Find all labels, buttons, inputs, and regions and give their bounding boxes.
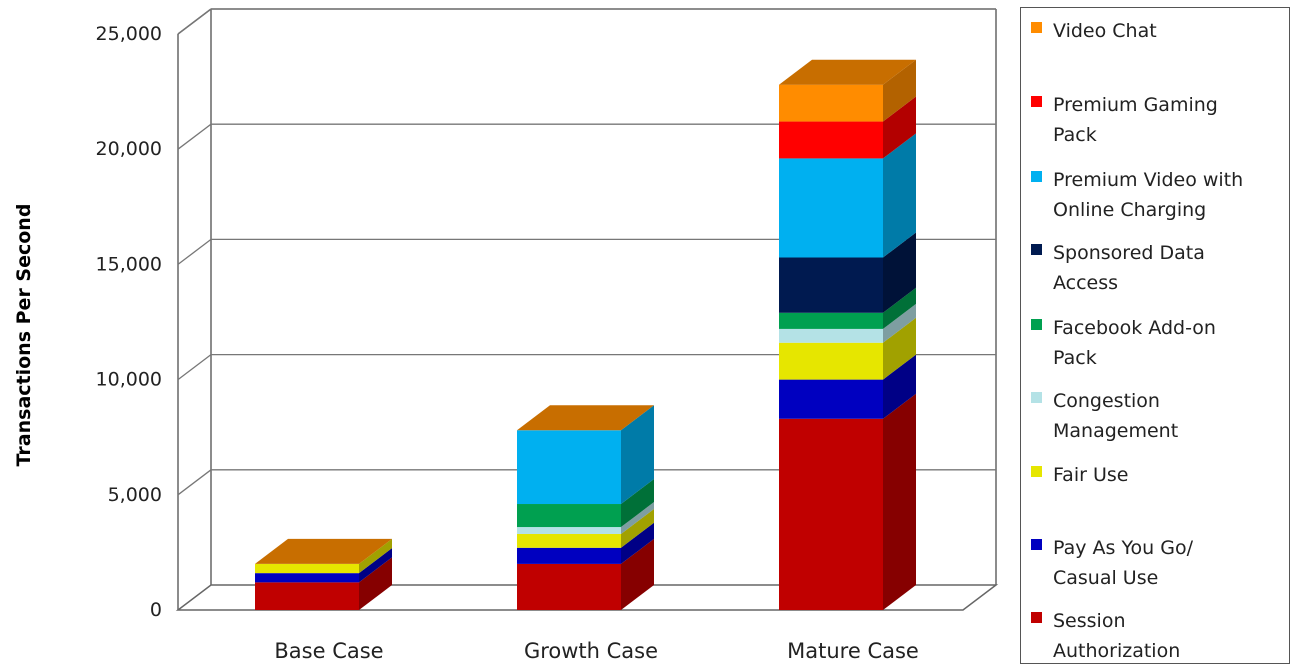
legend-swatch (1031, 319, 1042, 330)
legend-label: Session Authorization (1053, 610, 1181, 662)
bar-segment-side (621, 405, 654, 505)
legend-swatch (1031, 392, 1042, 403)
bar-segment-side (883, 96, 916, 159)
bar-segment-side (883, 393, 916, 610)
bar-segment-side (883, 303, 916, 343)
legend-swatch (1031, 244, 1042, 255)
bar-segment-side (883, 59, 916, 122)
bar-segment-side (883, 287, 916, 329)
legend-label: Video Chat (1053, 20, 1157, 42)
bar-stack (517, 405, 654, 610)
bar-segment-side (883, 232, 916, 313)
bar-segment-side (359, 557, 392, 610)
bar-segment (255, 573, 359, 583)
y-tick-label: 5,000 (108, 484, 162, 506)
bar-segment-side (621, 479, 654, 528)
category-label: Mature Case (787, 639, 919, 663)
legend-label: Sponsored Data Access (1053, 242, 1205, 294)
bar-segment (779, 342, 883, 380)
legend-label: Congestion Management (1053, 390, 1179, 442)
bar-segment-side (621, 502, 654, 534)
bar-segment-side (883, 354, 916, 419)
gridline-side (177, 354, 212, 381)
bar-segment (255, 563, 359, 574)
gridline-side (177, 123, 212, 150)
gridline-side (177, 238, 212, 265)
gridline-side (177, 8, 212, 35)
gridline-side (177, 469, 212, 496)
legend-swatch (1031, 539, 1042, 550)
bar-stack (779, 59, 916, 610)
bar-segment (779, 379, 883, 419)
legend-swatch (1031, 22, 1042, 33)
bar-segment (779, 121, 883, 159)
bar-segment (779, 84, 883, 122)
bar-stack (255, 538, 392, 610)
bar-segment (779, 158, 883, 258)
legend-label: Pay As You Go/ Casual Use (1053, 537, 1194, 589)
bars (255, 59, 916, 610)
y-axis-label: Transactions Per Second (13, 204, 35, 467)
bar-segment-side (359, 548, 392, 583)
bar-top-face (517, 405, 654, 431)
y-tick-labels: 0 5,000 10,000 15,000 20,000 25,000 (96, 23, 162, 621)
bar-top-face (779, 59, 916, 85)
legend-swatch (1031, 466, 1042, 477)
bar-segment (779, 257, 883, 313)
legend-swatch (1031, 171, 1042, 182)
legend-swatch (1031, 96, 1042, 107)
bar-segment (255, 582, 359, 610)
bar-top-face (255, 538, 392, 564)
legend-swatch (1031, 612, 1042, 623)
y-tick-label: 15,000 (96, 253, 162, 275)
y-tick-label: 25,000 (96, 23, 162, 45)
bar-segment-side (621, 508, 654, 548)
category-label: Growth Case (524, 639, 658, 663)
category-label: Base Case (274, 639, 383, 663)
bar-segment (517, 504, 621, 528)
bar-segment (779, 328, 883, 343)
bar-segment (517, 430, 621, 505)
bar-segment-side (621, 522, 654, 564)
bar-segment-side (883, 133, 916, 258)
bar-segment (517, 563, 621, 610)
legend-label: Premium Video with Online Charging (1053, 169, 1244, 221)
legend-label: Premium Gaming Pack (1053, 94, 1218, 146)
floor (175, 584, 999, 611)
bar-segment-side (621, 538, 654, 610)
bar-segment (779, 312, 883, 329)
bar-segment (517, 527, 621, 534)
legend: Video Chat Premium Gaming Pack Premium Vid… (1020, 7, 1290, 664)
bar-segment (779, 418, 883, 610)
legend-label: Fair Use (1053, 464, 1129, 486)
y-tick-label: 10,000 (96, 369, 162, 391)
bar-segment (517, 547, 621, 564)
category-labels: Base Case Growth Case Mature Case (274, 639, 918, 663)
y-tick-label: 20,000 (96, 138, 162, 160)
bar-segment-side (359, 538, 392, 574)
legend-label: Facebook Add-on Pack (1053, 317, 1216, 369)
bar-segment (517, 533, 621, 548)
bar-segment-side (883, 317, 916, 380)
y-tick-label: 0 (150, 599, 162, 621)
